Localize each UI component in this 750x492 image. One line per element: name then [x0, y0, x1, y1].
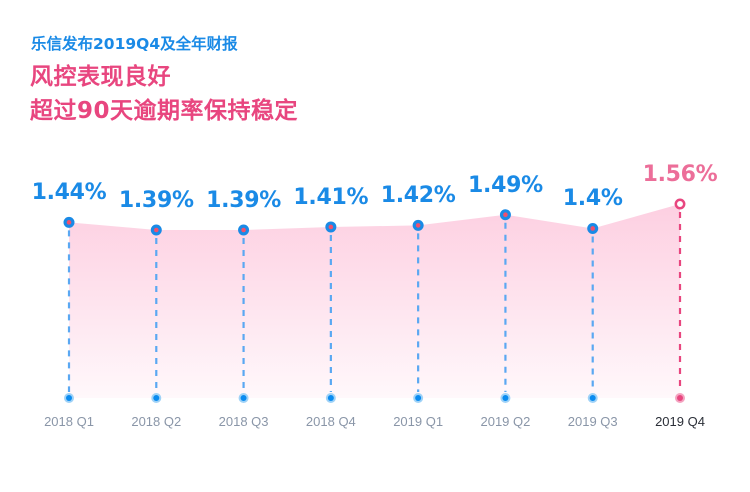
area-fill — [69, 204, 680, 398]
x-tick-label-highlight: 2019 Q4 — [655, 414, 705, 429]
x-tick-label: 2018 Q2 — [131, 414, 182, 429]
value-label: 1.49% — [468, 172, 543, 198]
value-label: 1.39% — [118, 188, 194, 213]
value-label: 1.39% — [206, 188, 281, 213]
x-tick-label: 2018 Q4 — [305, 414, 356, 429]
x-tick-label: 2018 Q3 — [218, 414, 269, 429]
x-tick-label: 2019 Q1 — [393, 414, 444, 429]
report-subtitle: 乐信发布2019Q4及全年财报 — [31, 35, 238, 53]
value-label: 1.42% — [380, 183, 456, 209]
value-label: 1.44% — [31, 180, 107, 206]
value-label-highlight: 1.56% — [642, 162, 718, 187]
value-label: 1.41% — [293, 184, 369, 210]
x-tick-label: 2018 Q1 — [44, 414, 94, 429]
headline-line-1: 风控表现良好 — [30, 64, 171, 90]
x-tick-label: 2019 Q2 — [480, 414, 531, 429]
headline-line-2: 超过90天逾期率保持稳定 — [30, 98, 299, 124]
data-points — [63, 198, 686, 403]
value-label: 1.4% — [562, 186, 623, 212]
x-tick-label: 2019 Q3 — [567, 414, 618, 429]
drop-lines — [67, 212, 682, 392]
